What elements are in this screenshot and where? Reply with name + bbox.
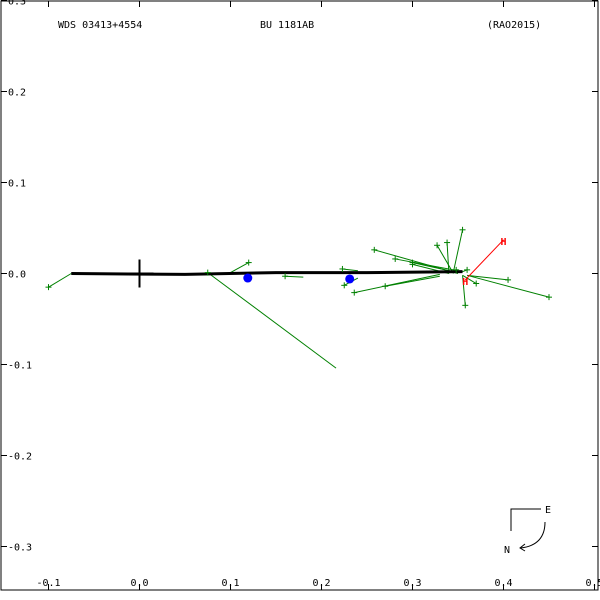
observation-point bbox=[473, 280, 480, 287]
observation-point bbox=[45, 284, 52, 291]
header-center: BU 1181AB bbox=[260, 20, 314, 31]
observation-residual bbox=[462, 274, 477, 284]
y-tick-label: 0.1 bbox=[8, 179, 26, 190]
observation-residual bbox=[436, 245, 454, 274]
observation-residual bbox=[354, 273, 440, 294]
x-tick-label: -0.1 bbox=[36, 578, 60, 589]
x-tick-label: 0.0 bbox=[130, 578, 148, 589]
observation-point bbox=[204, 269, 211, 276]
observation-residual bbox=[395, 258, 459, 272]
observation-point bbox=[339, 265, 346, 272]
observation-point bbox=[444, 239, 451, 246]
speckle-label: H bbox=[462, 277, 468, 288]
observation-point bbox=[464, 266, 471, 273]
observation-point bbox=[409, 261, 416, 268]
observation-residual bbox=[385, 275, 440, 287]
compass-north-label: N bbox=[504, 545, 510, 556]
observation-residual bbox=[467, 274, 509, 281]
compass-east-label: E bbox=[545, 505, 551, 516]
x-tick-label: 0.5 bbox=[585, 578, 600, 589]
observation-point bbox=[371, 246, 378, 253]
observation-residual bbox=[48, 273, 72, 288]
y-tick-label: 0.0 bbox=[8, 270, 26, 281]
compass-arrowhead-icon bbox=[519, 543, 526, 552]
observation-residual bbox=[285, 275, 304, 278]
observation-residual bbox=[462, 275, 466, 306]
observation-point bbox=[351, 289, 358, 296]
speckle-markers: HH bbox=[462, 237, 506, 288]
observation-point bbox=[459, 226, 466, 233]
header-left: WDS 03413+4554 bbox=[58, 20, 142, 31]
y-tick-label: 0.2 bbox=[8, 88, 26, 99]
observation-blue-dot bbox=[243, 273, 253, 283]
y-tick-label: 0.3 bbox=[8, 0, 26, 8]
x-axis: -0.1 0.0 0.1 0.2 0.3 0.4 0.5 bbox=[36, 1, 600, 590]
observation-point bbox=[434, 242, 441, 249]
observation-point bbox=[382, 283, 389, 290]
observation-markers bbox=[45, 226, 552, 309]
x-tick-label: 0.2 bbox=[312, 578, 330, 589]
observation-residual-lines bbox=[48, 229, 550, 369]
observation-residual bbox=[230, 262, 249, 274]
x-tick-label: 0.1 bbox=[221, 578, 239, 589]
y-axis: 0.3 0.2 0.1 0.0 -0.1 -0.2 -0.3 bbox=[1, 0, 598, 554]
compass: E N bbox=[504, 505, 551, 556]
compass-arrow-icon bbox=[520, 521, 546, 549]
y-tick-label: -0.2 bbox=[8, 452, 32, 463]
observation-residual bbox=[446, 242, 450, 274]
observation-point bbox=[341, 282, 348, 289]
observation-residual bbox=[452, 229, 464, 272]
observation-point bbox=[453, 266, 460, 273]
observation-point bbox=[282, 273, 289, 280]
x-tick-label: 0.3 bbox=[403, 578, 421, 589]
speckle-line bbox=[464, 239, 504, 281]
observation-point bbox=[546, 294, 552, 301]
observation-point bbox=[245, 259, 252, 266]
y-tick-label: -0.1 bbox=[8, 361, 32, 372]
header-right: (RAO2015) bbox=[487, 20, 541, 31]
observation-point bbox=[462, 302, 469, 309]
compass-axes bbox=[510, 508, 541, 531]
observation-point bbox=[505, 276, 512, 283]
observation-point bbox=[392, 255, 399, 262]
x-tick-label: 0.4 bbox=[494, 578, 512, 589]
observation-blue-dot bbox=[345, 274, 355, 284]
observation-residual bbox=[466, 274, 550, 298]
y-tick-label: -0.3 bbox=[8, 543, 32, 554]
speckle-label: H bbox=[500, 237, 506, 248]
primary-star-marker bbox=[125, 259, 154, 288]
observation-residual bbox=[207, 272, 337, 369]
